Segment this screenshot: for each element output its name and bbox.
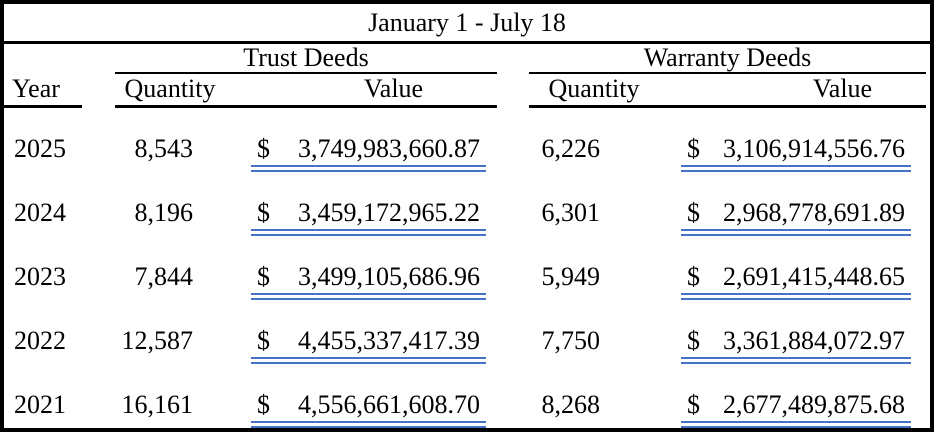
warranty-value-cell: $ 3,106,914,556.76 [681, 134, 911, 172]
trust-value-column-header: Value [363, 74, 424, 103]
warranty-quantity-column-header: Quantity [548, 74, 640, 103]
currency-symbol: $ [257, 262, 270, 292]
year-cell: 2021 [14, 390, 66, 420]
currency-symbol: $ [257, 390, 270, 420]
warranty-quantity-cell: 7,750 [541, 326, 601, 356]
trust-value-amount: 4,455,337,417.39 [298, 326, 480, 356]
table-row: 2021 16,161 $ 4,556,661,608.70 8,268 $ 2… [4, 364, 930, 428]
trust-value-cell: $ 4,556,661,608.70 [251, 390, 486, 428]
trust-value-amount: 3,749,983,660.87 [298, 134, 480, 164]
table-row: 2023 7,844 $ 3,499,105,686.96 5,949 $ 2,… [4, 236, 930, 300]
warranty-deeds-label: Warranty Deeds [643, 43, 812, 72]
trust-quantity-cell: 8,196 [134, 198, 194, 228]
trust-value-cell: $ 3,499,105,686.96 [251, 262, 486, 300]
trust-value-cell: $ 3,459,172,965.22 [251, 198, 486, 236]
warranty-value-amount: 3,106,914,556.76 [723, 134, 905, 164]
year-cell: 2022 [14, 326, 66, 356]
trust-deeds-group-header: Trust Deeds [115, 44, 497, 74]
warranty-value-cell: $ 2,968,778,691.89 [681, 198, 911, 236]
currency-symbol: $ [257, 326, 270, 356]
trust-value-amount: 3,499,105,686.96 [298, 262, 480, 292]
warranty-value-column-header: Value [812, 74, 873, 103]
trust-value-cell: $ 4,455,337,417.39 [251, 326, 486, 364]
trust-quantity-column-header: Quantity [124, 74, 216, 103]
trust-quantity-cell: 7,844 [134, 262, 194, 292]
warranty-quantity-cell: 5,949 [541, 262, 601, 292]
year-column-header-cell: Year [4, 74, 115, 108]
year-column-header: Year [4, 74, 82, 108]
warranty-value-amount: 2,968,778,691.89 [723, 198, 905, 228]
trust-value-cell: $ 3,749,983,660.87 [251, 134, 486, 172]
group-header-row: Trust Deeds Warranty Deeds [4, 44, 930, 74]
report-title: January 1 - July 18 [4, 4, 930, 44]
warranty-deeds-group-header: Warranty Deeds [529, 44, 926, 74]
trust-column-headers: Quantity Value [115, 74, 497, 108]
column-header-row: Year Quantity Value Quantity Value [4, 74, 930, 108]
trust-quantity-cell: 8,543 [134, 134, 194, 164]
currency-symbol: $ [687, 326, 700, 356]
currency-symbol: $ [687, 390, 700, 420]
warranty-quantity-cell: 6,301 [541, 198, 601, 228]
warranty-value-amount: 3,361,884,072.97 [723, 326, 905, 356]
currency-symbol: $ [687, 134, 700, 164]
year-cell: 2025 [14, 134, 66, 164]
warranty-value-cell: $ 3,361,884,072.97 [681, 326, 911, 364]
table-row: 2025 8,543 $ 3,749,983,660.87 6,226 $ 3,… [4, 108, 930, 172]
trust-value-amount: 3,459,172,965.22 [298, 198, 480, 228]
warranty-column-headers: Quantity Value [529, 74, 926, 108]
warranty-quantity-cell: 6,226 [541, 134, 601, 164]
trust-deeds-label: Trust Deeds [243, 43, 369, 72]
trust-value-amount: 4,556,661,608.70 [298, 390, 480, 420]
currency-symbol: $ [257, 198, 270, 228]
warranty-value-amount: 2,691,415,448.65 [723, 262, 905, 292]
warranty-value-amount: 2,677,489,875.68 [723, 390, 905, 420]
currency-symbol: $ [687, 198, 700, 228]
table-row: 2022 12,587 $ 4,455,337,417.39 7,750 $ 3… [4, 300, 930, 364]
year-cell: 2023 [14, 262, 66, 292]
warranty-quantity-cell: 8,268 [541, 390, 601, 420]
trust-quantity-cell: 16,161 [121, 390, 194, 420]
warranty-value-cell: $ 2,677,489,875.68 [681, 390, 911, 428]
warranty-value-cell: $ 2,691,415,448.65 [681, 262, 911, 300]
trust-quantity-cell: 12,587 [121, 326, 194, 356]
currency-symbol: $ [257, 134, 270, 164]
table-row: 2024 8,196 $ 3,459,172,965.22 6,301 $ 2,… [4, 172, 930, 236]
year-cell: 2024 [14, 198, 66, 228]
currency-symbol: $ [687, 262, 700, 292]
